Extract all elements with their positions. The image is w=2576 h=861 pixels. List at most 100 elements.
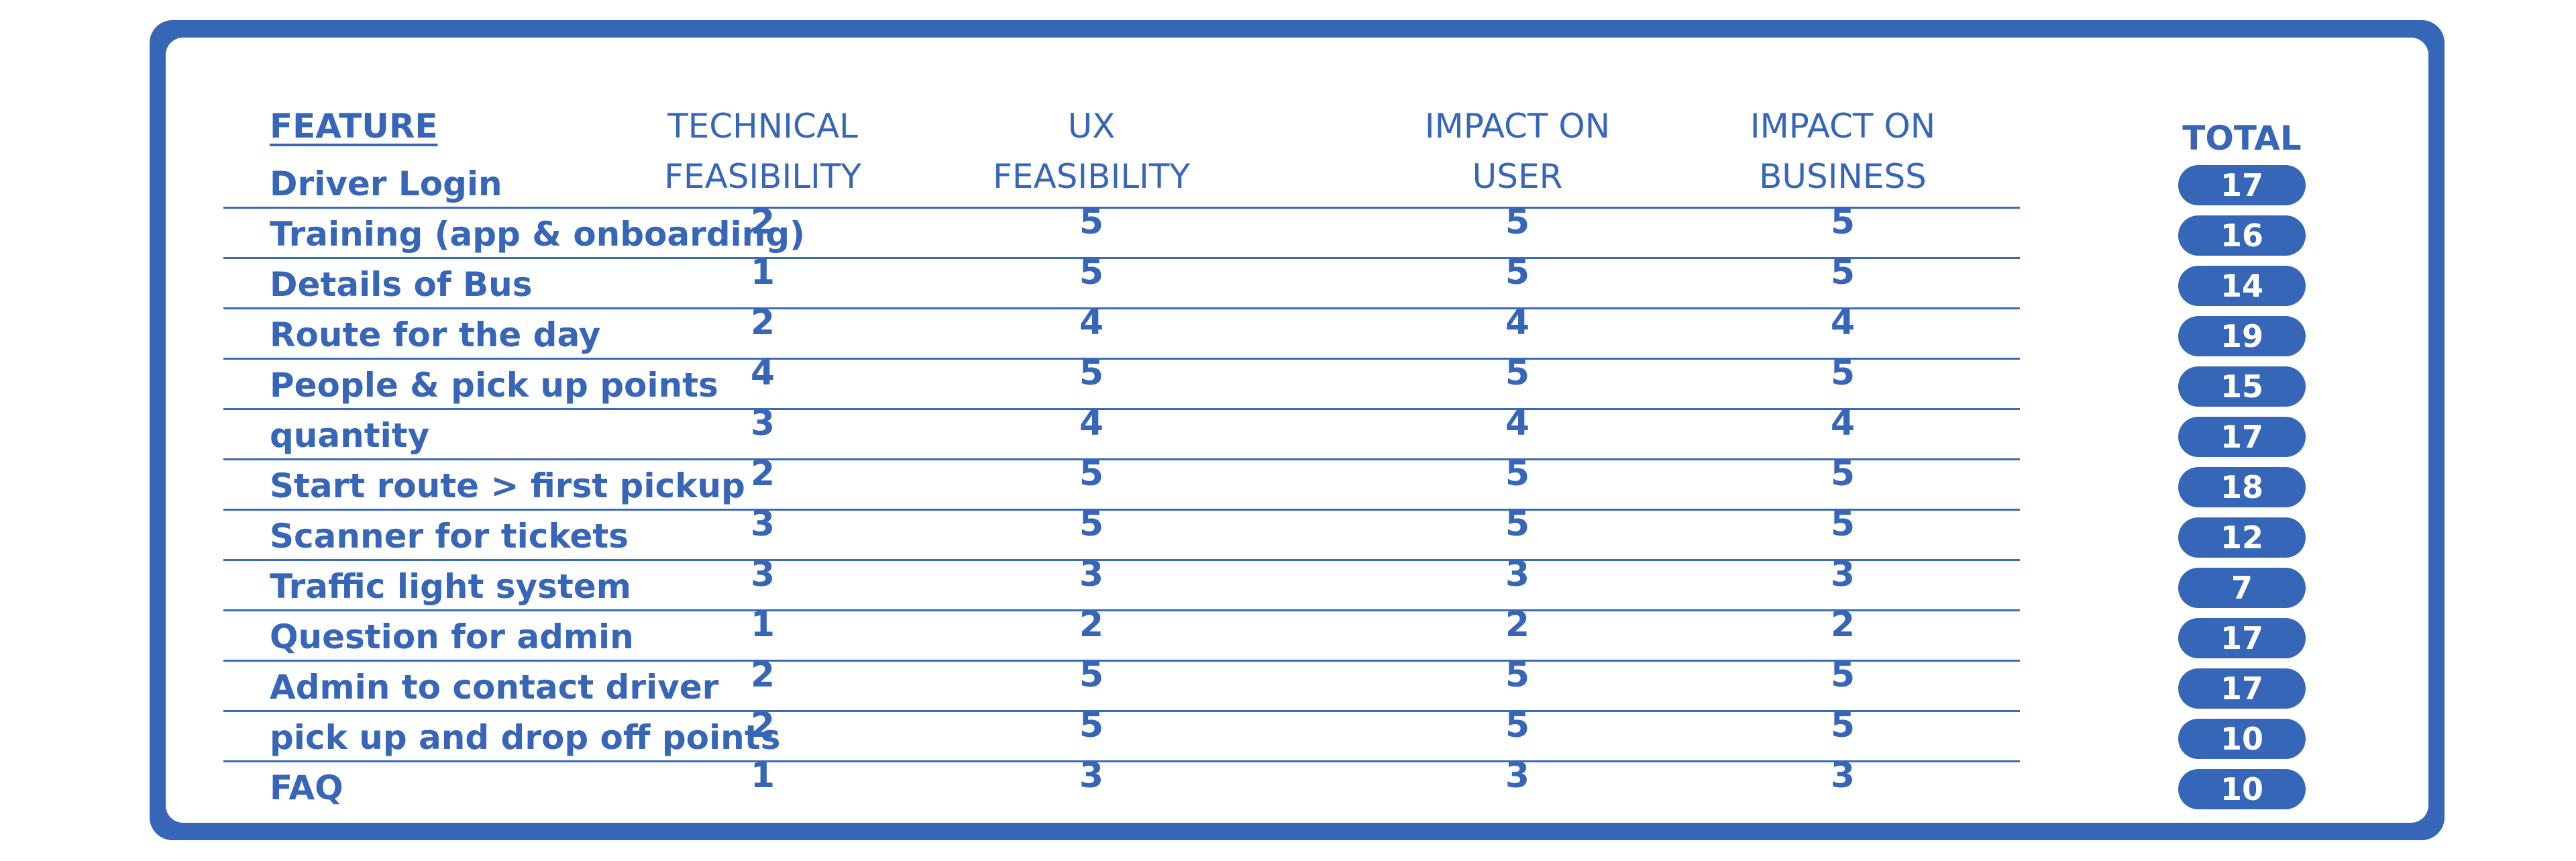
row-divider: [223, 257, 2020, 259]
score-business: 3: [1830, 756, 1856, 796]
total-badge: 17: [2178, 668, 2306, 709]
score-business: 5: [1830, 252, 1856, 293]
total-badge: 17: [2178, 618, 2306, 658]
header-ux-line2: FEASIBILITY: [993, 157, 1190, 196]
feature-name: FAQ: [270, 768, 343, 807]
score-business: 5: [1830, 705, 1856, 746]
score-technical: 3: [750, 554, 775, 595]
score-ux: 4: [1079, 403, 1104, 444]
row-divider: [223, 710, 2020, 712]
score-user: 5: [1505, 705, 1530, 746]
score-business: 2: [1830, 605, 1856, 645]
score-ux: 4: [1079, 303, 1104, 343]
header-impact-on-business: IMPACT ON BUSINESS: [1742, 101, 1943, 202]
total-badge: 17: [2178, 165, 2306, 205]
header-ux-line1: UX: [1067, 107, 1116, 146]
score-ux: 5: [1079, 252, 1104, 293]
score-technical: 2: [750, 202, 775, 242]
score-user: 3: [1505, 554, 1530, 595]
score-business: 3: [1830, 554, 1856, 595]
feature-name: Details of Bus: [270, 265, 533, 304]
header-business-line2: BUSINESS: [1759, 157, 1927, 196]
score-user: 2: [1505, 605, 1530, 645]
header-technical-line2: FEASIBILITY: [664, 157, 861, 196]
row-divider: [223, 609, 2020, 611]
score-ux: 5: [1079, 454, 1104, 494]
header-user-line2: USER: [1472, 157, 1563, 196]
total-badge: 18: [2178, 467, 2306, 507]
total-badge: 15: [2178, 366, 2306, 407]
score-business: 5: [1830, 353, 1856, 393]
header-feature: FEATURE: [270, 107, 438, 146]
header-technical-feasibility: TECHNICAL FEASIBILITY: [662, 101, 863, 202]
score-technical: 2: [750, 454, 775, 494]
score-user: 4: [1505, 303, 1530, 343]
score-ux: 5: [1079, 504, 1104, 544]
score-business: 5: [1830, 454, 1856, 494]
score-technical: 3: [750, 403, 775, 444]
feature-name: Admin to contact driver: [270, 668, 719, 707]
feature-name: People & pick up points: [270, 366, 718, 405]
score-user: 3: [1505, 756, 1530, 796]
row-divider: [223, 660, 2020, 662]
feature-name: pick up and drop off points: [270, 718, 781, 757]
header-technical-line1: TECHNICAL: [667, 107, 858, 146]
table-panel: FEATURE TECHNICAL FEASIBILITY UX FEASIBI…: [166, 38, 2428, 823]
score-ux: 5: [1079, 353, 1104, 393]
row-divider: [223, 509, 2020, 511]
total-badge: 12: [2178, 517, 2306, 558]
score-business: 5: [1830, 504, 1856, 544]
score-technical: 3: [750, 504, 775, 544]
score-technical: 2: [750, 705, 775, 746]
header-ux-feasibility: UX FEASIBILITY: [991, 101, 1192, 202]
score-business: 5: [1830, 655, 1856, 695]
score-technical: 4: [750, 353, 775, 393]
total-badge: 16: [2178, 215, 2306, 256]
score-ux: 5: [1079, 202, 1104, 242]
feature-name: Question for admin: [270, 617, 634, 656]
feature-name: Traffic light system: [270, 567, 631, 606]
score-user: 5: [1505, 454, 1530, 494]
score-user: 5: [1505, 353, 1530, 393]
table-frame: FEATURE TECHNICAL FEASIBILITY UX FEASIBI…: [150, 20, 2445, 840]
total-badge: 17: [2178, 417, 2306, 457]
header-user-line1: IMPACT ON: [1424, 107, 1611, 146]
score-ux: 3: [1079, 756, 1104, 796]
row-divider: [223, 307, 2020, 309]
score-ux: 3: [1079, 554, 1104, 595]
score-ux: 5: [1079, 655, 1104, 695]
score-user: 5: [1505, 252, 1530, 293]
score-technical: 1: [750, 756, 775, 796]
score-technical: 1: [750, 605, 775, 645]
score-business: 4: [1830, 303, 1856, 343]
feature-name: quantity: [270, 416, 430, 455]
header-impact-on-user: IMPACT ON USER: [1417, 101, 1618, 202]
row-divider: [223, 760, 2020, 762]
score-user: 5: [1505, 202, 1530, 242]
feature-name: Route for the day: [270, 315, 601, 354]
row-divider: [223, 358, 2020, 360]
feature-name: Training (app & onboarding): [270, 215, 805, 254]
total-badge: 19: [2178, 316, 2306, 356]
score-technical: 2: [750, 303, 775, 343]
score-user: 4: [1505, 403, 1530, 444]
score-technical: 2: [750, 655, 775, 695]
score-ux: 5: [1079, 705, 1104, 746]
score-technical: 1: [750, 252, 775, 293]
row-divider: [223, 559, 2020, 561]
score-user: 5: [1505, 655, 1530, 695]
total-badge: 10: [2178, 769, 2306, 809]
total-badge: 14: [2178, 266, 2306, 306]
feature-name: Driver Login: [270, 164, 502, 203]
feature-name: Start route > first pickup: [270, 466, 745, 505]
feature-name: Scanner for tickets: [270, 517, 629, 556]
row-divider: [223, 207, 2020, 209]
score-ux: 2: [1079, 605, 1104, 645]
row-divider: [223, 408, 2020, 410]
score-user: 5: [1505, 504, 1530, 544]
score-business: 5: [1830, 202, 1856, 242]
total-badge: 7: [2178, 568, 2306, 608]
score-business: 4: [1830, 403, 1856, 444]
total-badge: 10: [2178, 719, 2306, 759]
header-total: TOTAL: [2182, 119, 2302, 158]
